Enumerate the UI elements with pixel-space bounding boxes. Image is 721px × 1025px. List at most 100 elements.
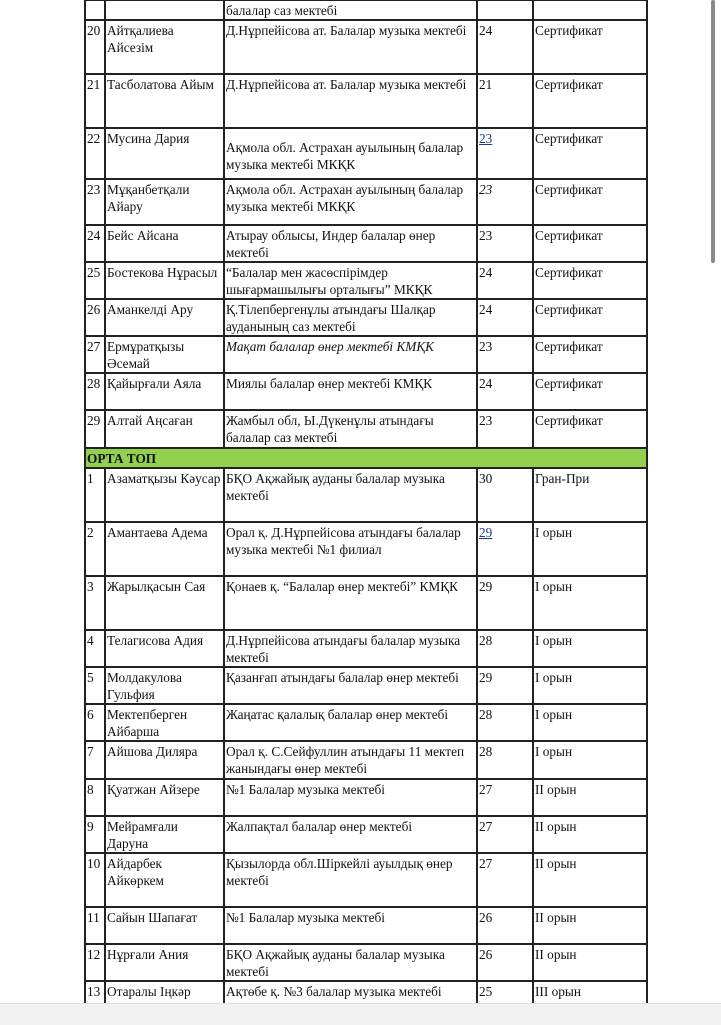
row-number: 1 xyxy=(84,467,106,523)
participant-name: Мұқанбетқали Айару xyxy=(104,178,225,226)
award: II орын xyxy=(532,906,648,945)
table-row: 28 Қайырғали Аяла Миялы балалар өнер мекте… xyxy=(84,372,648,411)
participant-name: Тасболатова Айым xyxy=(104,73,225,129)
section-title: ОРТА ТОП xyxy=(84,447,648,469)
participant-name: Молдакулова Гульфия xyxy=(104,666,225,705)
participant-name: Ермұратқызы Әсемай xyxy=(104,335,225,374)
score: 27 xyxy=(476,815,534,854)
row-number: 12 xyxy=(84,943,106,982)
score: 24 xyxy=(476,261,534,300)
row-number: 7 xyxy=(84,740,106,780)
score: 27 xyxy=(476,778,534,817)
table-row: 11 Сайын Шапағат №1 Балалар музыка мектебі… xyxy=(84,906,648,945)
award: II орын xyxy=(532,943,648,982)
school-name: Орал қ. С.Сейфуллин атындағы 11 мектеп ж… xyxy=(223,740,478,780)
participant-name: Қуатжан Айзере xyxy=(104,778,225,817)
score: 21 xyxy=(476,73,534,129)
table-row: 6 Мектепберген Айбарша Жаңатас қалалық бал… xyxy=(84,703,648,742)
table-row: 12 Нұрғали Ания БҚО Ақжайық ауданы балалар… xyxy=(84,943,648,982)
table-row: 23 Мұқанбетқали Айару Ақмола обл. Астрахан… xyxy=(84,178,648,226)
score: 26 xyxy=(476,943,534,982)
score-value: 28 xyxy=(479,744,493,759)
score: 26 xyxy=(476,906,534,945)
score: 24 xyxy=(476,19,534,75)
award: II орын xyxy=(532,815,648,854)
score-value: 29 xyxy=(479,670,493,685)
section-header-row: ОРТА ТОП xyxy=(84,447,648,469)
row-number: 23 xyxy=(84,178,106,226)
score: 28 xyxy=(476,629,534,668)
table-row: 5 Молдакулова Гульфия Қазанғап атындағы ба… xyxy=(84,666,648,705)
score: 28 xyxy=(476,703,534,742)
table-row: 8 Қуатжан Айзере №1 Балалар музыка мектебі… xyxy=(84,778,648,817)
school-name: Ақмола обл. Астрахан ауылының балалар му… xyxy=(223,127,478,180)
school-name: Қ.Тілепбергенұлы атындағы Шалқар ауданын… xyxy=(223,298,478,337)
bottom-toolbar xyxy=(0,1003,721,1025)
school-name: Миялы балалар өнер мектебі КМҚК xyxy=(223,372,478,411)
score: 30 xyxy=(476,467,534,523)
table-row: 29 Алтай Аңсаған Жамбыл обл, Ы.Дүкенұлы ат… xyxy=(84,409,648,449)
score-value: 29 xyxy=(479,579,493,594)
score-value: 24 xyxy=(479,265,493,280)
school-name: Қызылорда обл.Шіркейлі ауылдық өнер мект… xyxy=(223,852,478,908)
row-number: 2 xyxy=(84,521,106,577)
award: Сертификат xyxy=(532,127,648,180)
table-row: 27 Ермұратқызы Әсемай Мақат балалар өнер м… xyxy=(84,335,648,374)
score-value: 24 xyxy=(479,376,493,391)
award: I орын xyxy=(532,666,648,705)
row-number: 24 xyxy=(84,224,106,263)
score-value: 28 xyxy=(479,633,493,648)
participant-name: Мусина Дария xyxy=(104,127,225,180)
table-row: 25 Бостекова Нұрасыл “Балалар мен жасөспір… xyxy=(84,261,648,300)
score: 29 xyxy=(476,575,534,631)
score: 29 xyxy=(476,521,534,577)
school-name: Жалпақтал балалар өнер мектебі xyxy=(223,815,478,854)
participant-name xyxy=(104,0,225,21)
score: 29 xyxy=(476,666,534,705)
participant-name: Айтқалиева Айсезім xyxy=(104,19,225,75)
award: Сертификат xyxy=(532,19,648,75)
row-number: 11 xyxy=(84,906,106,945)
score-value: 23 xyxy=(479,182,493,197)
results-table: балалар саз мектебі 20 Айтқалиева Айсезім Д… xyxy=(84,0,648,1022)
school-name: Д.Нұрпейісова атындағы балалар музыка ме… xyxy=(223,629,478,668)
table-row: 20 Айтқалиева Айсезім Д.Нұрпейісова ат. Ба… xyxy=(84,19,648,75)
vertical-scrollbar[interactable] xyxy=(711,0,715,263)
participant-name: Мектепберген Айбарша xyxy=(104,703,225,742)
school-name: Атырау облысы, Индер балалар өнер мектеб… xyxy=(223,224,478,263)
row-number: 10 xyxy=(84,852,106,908)
row-number: 9 xyxy=(84,815,106,854)
score-value[interactable]: 29 xyxy=(479,525,493,540)
table-row: 21 Тасболатова Айым Д.Нұрпейісова ат. Бала… xyxy=(84,73,648,129)
row-number: 4 xyxy=(84,629,106,668)
score-value: 27 xyxy=(479,856,493,871)
score-value: 23 xyxy=(479,413,493,428)
participant-name: Бейс Айсана xyxy=(104,224,225,263)
score: 23 xyxy=(476,224,534,263)
row-number: 29 xyxy=(84,409,106,449)
school-name: балалар саз мектебі xyxy=(223,0,478,21)
row-number: 5 xyxy=(84,666,106,705)
score-value: 27 xyxy=(479,782,493,797)
row-number: 6 xyxy=(84,703,106,742)
award: II орын xyxy=(532,778,648,817)
school-name: Д.Нұрпейісова ат. Балалар музыка мектебі xyxy=(223,19,478,75)
school-name: Д.Нұрпейісова ат. Балалар музыка мектебі xyxy=(223,73,478,129)
row-number: 25 xyxy=(84,261,106,300)
award: Сертификат xyxy=(532,298,648,337)
award: Гран-При xyxy=(532,467,648,523)
row-number: 27 xyxy=(84,335,106,374)
row-number: 21 xyxy=(84,73,106,129)
award: II орын xyxy=(532,852,648,908)
row-number: 20 xyxy=(84,19,106,75)
score-value: 24 xyxy=(479,302,493,317)
school-name: Қазанғап атындағы балалар өнер мектебі xyxy=(223,666,478,705)
score: 23 xyxy=(476,127,534,180)
row-number: 26 xyxy=(84,298,106,337)
score-value[interactable]: 23 xyxy=(479,131,493,146)
award: Сертификат xyxy=(532,178,648,226)
award: Сертификат xyxy=(532,372,648,411)
table-row: 9 Мейрамғали Даруна Жалпақтал балалар өнер… xyxy=(84,815,648,854)
score-value: 28 xyxy=(479,707,493,722)
score-value: 27 xyxy=(479,819,493,834)
